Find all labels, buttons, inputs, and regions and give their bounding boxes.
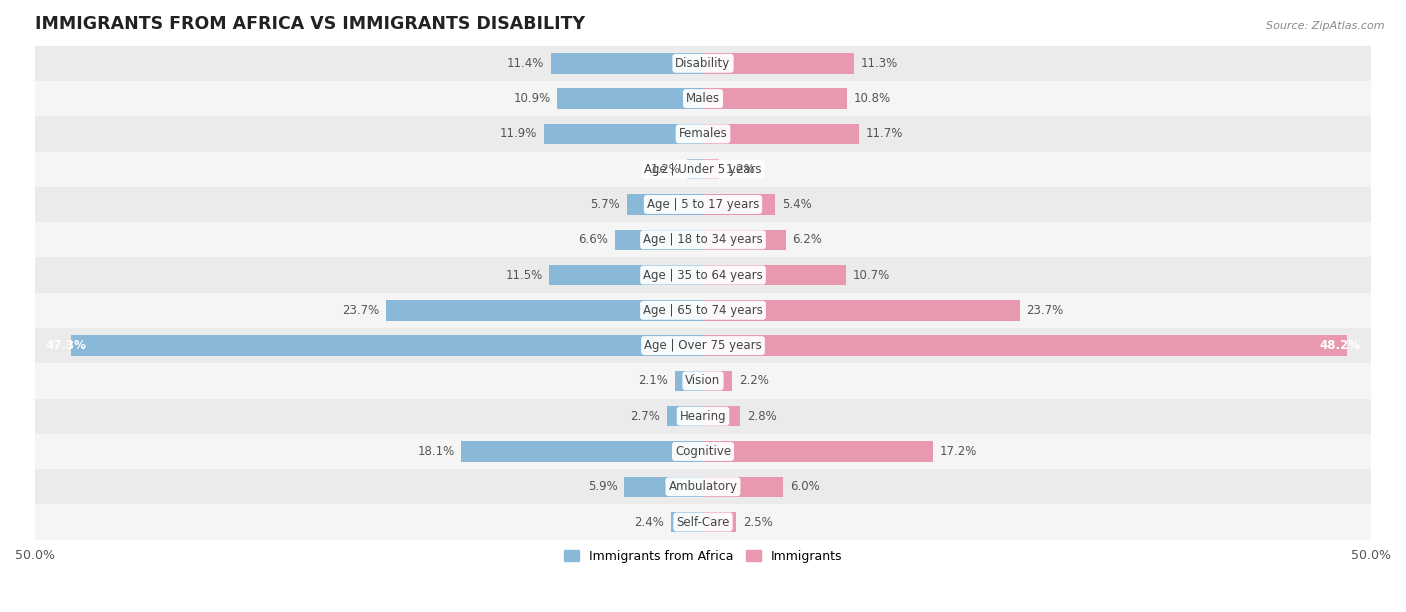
Bar: [387, 300, 703, 321]
Text: 2.1%: 2.1%: [638, 375, 668, 387]
Bar: [35, 152, 1371, 187]
Bar: [35, 46, 1371, 81]
Text: 2.8%: 2.8%: [747, 409, 778, 423]
Text: 11.5%: 11.5%: [505, 269, 543, 282]
Text: Age | Over 75 years: Age | Over 75 years: [644, 339, 762, 352]
Bar: [614, 230, 703, 250]
Text: Cognitive: Cognitive: [675, 445, 731, 458]
Bar: [703, 335, 1347, 356]
Text: Vision: Vision: [685, 375, 721, 387]
Bar: [35, 258, 1371, 293]
Text: 11.7%: 11.7%: [866, 127, 904, 140]
Text: 2.7%: 2.7%: [630, 409, 661, 423]
Bar: [703, 53, 853, 73]
Bar: [557, 88, 703, 109]
Bar: [72, 335, 703, 356]
Bar: [35, 81, 1371, 116]
Text: 11.9%: 11.9%: [501, 127, 537, 140]
Text: IMMIGRANTS FROM AFRICA VS IMMIGRANTS DISABILITY: IMMIGRANTS FROM AFRICA VS IMMIGRANTS DIS…: [35, 15, 585, 33]
Bar: [703, 230, 786, 250]
Text: 6.6%: 6.6%: [578, 233, 609, 246]
Bar: [627, 194, 703, 215]
Text: Hearing: Hearing: [679, 409, 727, 423]
Bar: [35, 504, 1371, 540]
Bar: [688, 159, 703, 179]
Text: Ambulatory: Ambulatory: [668, 480, 738, 493]
Text: Males: Males: [686, 92, 720, 105]
Text: Age | Under 5 years: Age | Under 5 years: [644, 163, 762, 176]
Text: 48.2%: 48.2%: [1319, 339, 1361, 352]
Bar: [35, 469, 1371, 504]
Bar: [624, 477, 703, 497]
Bar: [703, 300, 1019, 321]
Text: 1.2%: 1.2%: [651, 163, 681, 176]
Bar: [35, 222, 1371, 258]
Text: Disability: Disability: [675, 57, 731, 70]
Bar: [35, 398, 1371, 434]
Text: 10.7%: 10.7%: [852, 269, 890, 282]
Text: 2.2%: 2.2%: [740, 375, 769, 387]
Bar: [703, 124, 859, 144]
Text: 6.0%: 6.0%: [790, 480, 820, 493]
Legend: Immigrants from Africa, Immigrants: Immigrants from Africa, Immigrants: [558, 545, 848, 568]
Text: Females: Females: [679, 127, 727, 140]
Text: 10.8%: 10.8%: [853, 92, 891, 105]
Text: 17.2%: 17.2%: [939, 445, 977, 458]
Text: 1.2%: 1.2%: [725, 163, 755, 176]
Text: Source: ZipAtlas.com: Source: ZipAtlas.com: [1267, 21, 1385, 31]
Bar: [703, 159, 718, 179]
Text: 5.7%: 5.7%: [591, 198, 620, 211]
Bar: [35, 293, 1371, 328]
Bar: [35, 434, 1371, 469]
Bar: [544, 124, 703, 144]
Text: 2.4%: 2.4%: [634, 515, 664, 529]
Text: Age | 18 to 34 years: Age | 18 to 34 years: [643, 233, 763, 246]
Text: Age | 65 to 74 years: Age | 65 to 74 years: [643, 304, 763, 317]
Text: 5.9%: 5.9%: [588, 480, 617, 493]
Bar: [703, 371, 733, 391]
Text: 11.3%: 11.3%: [860, 57, 898, 70]
Bar: [703, 477, 783, 497]
Text: 23.7%: 23.7%: [343, 304, 380, 317]
Bar: [35, 187, 1371, 222]
Bar: [551, 53, 703, 73]
Bar: [666, 406, 703, 427]
Bar: [35, 328, 1371, 364]
Text: Age | 5 to 17 years: Age | 5 to 17 years: [647, 198, 759, 211]
Bar: [35, 116, 1371, 152]
Bar: [671, 512, 703, 532]
Bar: [703, 406, 741, 427]
Text: 23.7%: 23.7%: [1026, 304, 1063, 317]
Text: Self-Care: Self-Care: [676, 515, 730, 529]
Text: 18.1%: 18.1%: [418, 445, 454, 458]
Text: 11.4%: 11.4%: [506, 57, 544, 70]
Bar: [703, 194, 775, 215]
Text: 47.3%: 47.3%: [45, 339, 87, 352]
Text: Age | 35 to 64 years: Age | 35 to 64 years: [643, 269, 763, 282]
Bar: [550, 265, 703, 285]
Text: 6.2%: 6.2%: [793, 233, 823, 246]
Bar: [703, 441, 932, 461]
Bar: [703, 512, 737, 532]
Text: 2.5%: 2.5%: [744, 515, 773, 529]
Bar: [35, 364, 1371, 398]
Bar: [461, 441, 703, 461]
Bar: [703, 265, 846, 285]
Bar: [675, 371, 703, 391]
Text: 10.9%: 10.9%: [513, 92, 551, 105]
Text: 5.4%: 5.4%: [782, 198, 811, 211]
Bar: [703, 88, 848, 109]
